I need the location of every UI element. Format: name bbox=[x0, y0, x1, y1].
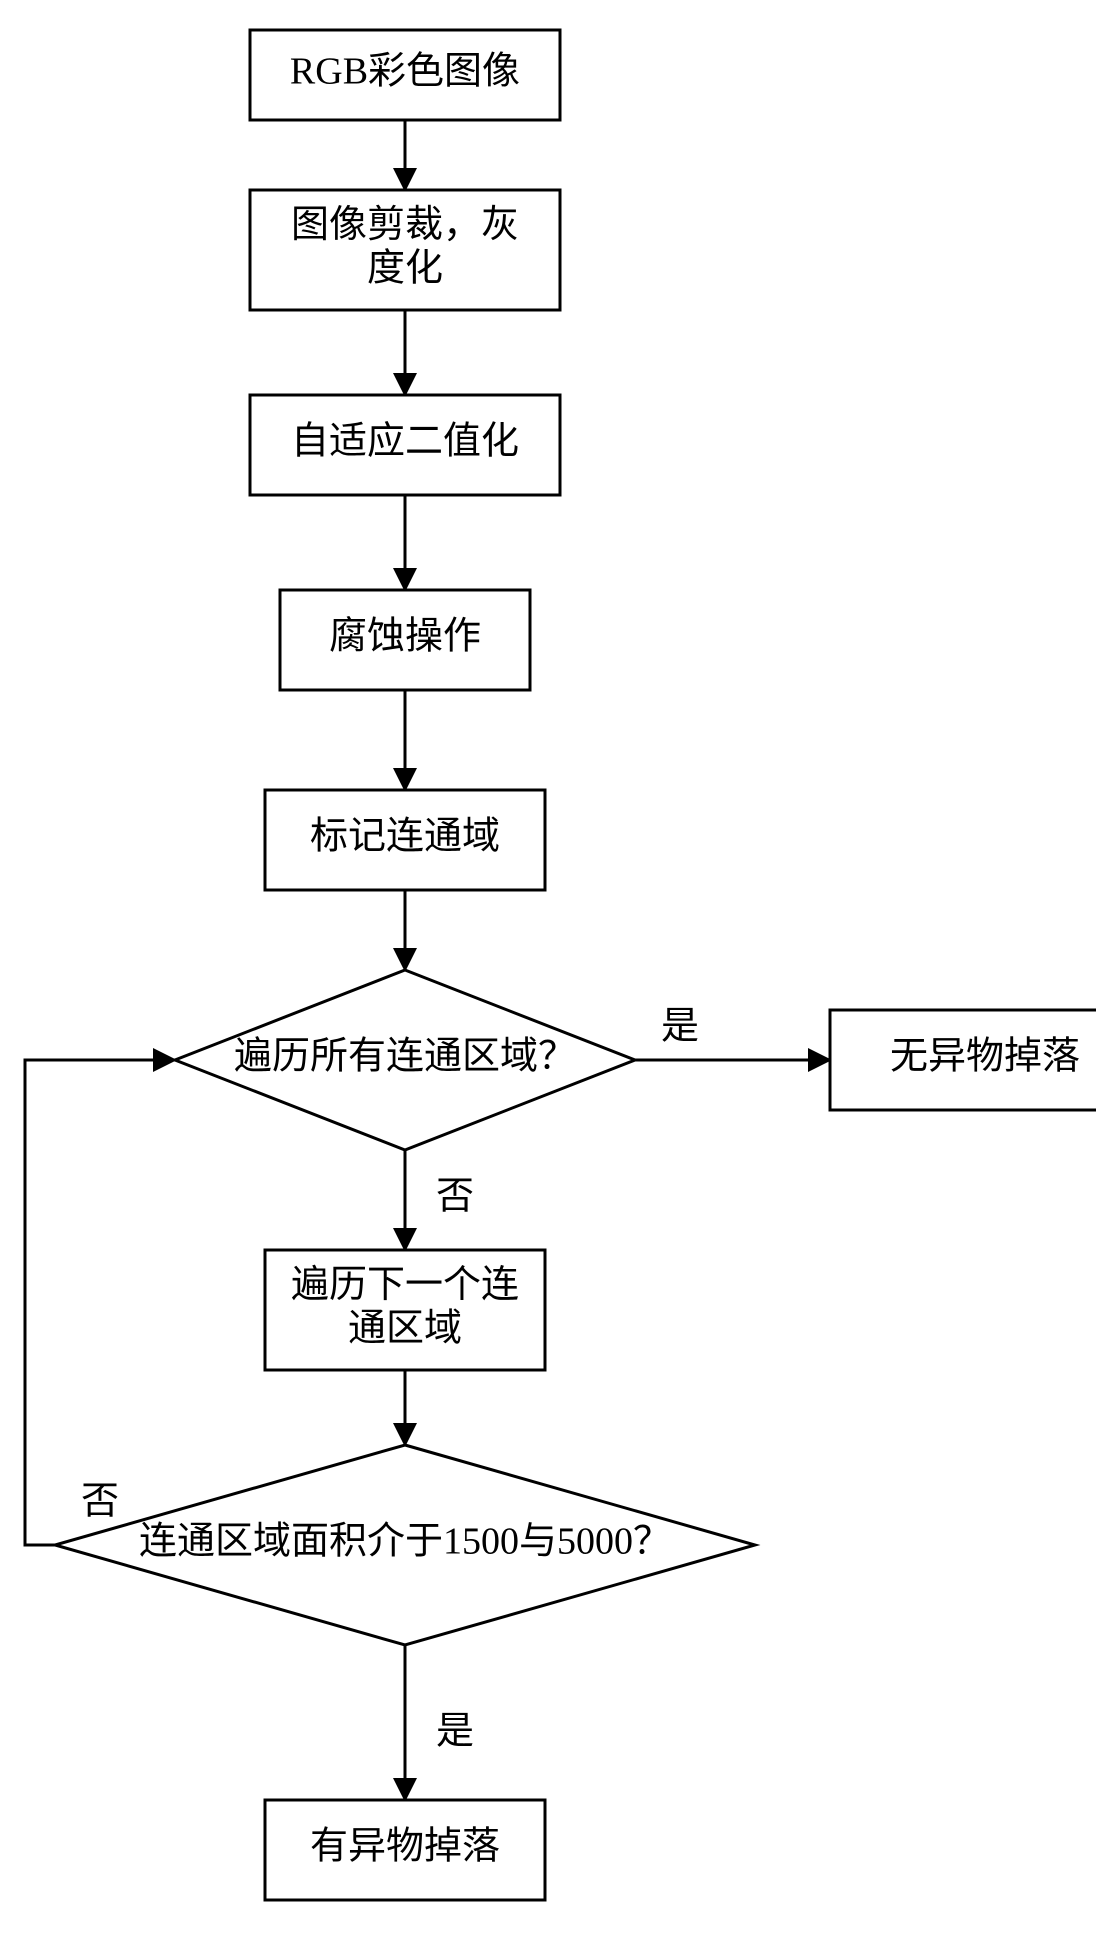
node-text: 遍历下一个连 bbox=[291, 1264, 519, 1306]
edge-label: 是 bbox=[436, 1711, 474, 1753]
node-text: 通区域 bbox=[348, 1308, 462, 1350]
node-text: RGB彩色图像 bbox=[290, 51, 520, 93]
edge-label: 是 bbox=[661, 1006, 699, 1048]
node-d1: 遍历所有连通区域？ bbox=[175, 970, 635, 1150]
edge-d2-d1 bbox=[25, 1060, 175, 1545]
node-n4: 腐蚀操作 bbox=[280, 590, 530, 690]
node-n3: 自适应二值化 bbox=[250, 395, 560, 495]
node-n2: 图像剪裁，灰度化 bbox=[250, 190, 560, 310]
flowchart-canvas: 是否是否RGB彩色图像图像剪裁，灰度化自适应二值化腐蚀操作标记连通域遍历所有连通… bbox=[0, 0, 1096, 1939]
nodes-layer: RGB彩色图像图像剪裁，灰度化自适应二值化腐蚀操作标记连通域遍历所有连通区域？无… bbox=[55, 30, 1096, 1900]
edge-label: 否 bbox=[436, 1176, 474, 1218]
node-d2: 连通区域面积介于1500与5000？ bbox=[55, 1445, 755, 1645]
node-text: 图像剪裁，灰 bbox=[291, 204, 519, 246]
node-text: 自适应二值化 bbox=[291, 421, 519, 463]
node-text: 连通区域面积介于1500与5000？ bbox=[139, 1521, 671, 1563]
node-n8: 有异物掉落 bbox=[265, 1800, 545, 1900]
edge-label: 否 bbox=[81, 1481, 119, 1523]
node-n7: 遍历下一个连通区域 bbox=[265, 1250, 545, 1370]
node-text: 腐蚀操作 bbox=[329, 616, 481, 658]
node-n5: 标记连通域 bbox=[265, 790, 545, 890]
node-text: 无异物掉落 bbox=[890, 1036, 1080, 1078]
node-text: 标记连通域 bbox=[310, 816, 500, 858]
node-text: 度化 bbox=[367, 248, 443, 290]
node-n1: RGB彩色图像 bbox=[250, 30, 560, 120]
node-n6: 无异物掉落 bbox=[830, 1010, 1096, 1110]
node-text: 遍历所有连通区域？ bbox=[234, 1036, 576, 1078]
node-text: 有异物掉落 bbox=[310, 1826, 500, 1868]
